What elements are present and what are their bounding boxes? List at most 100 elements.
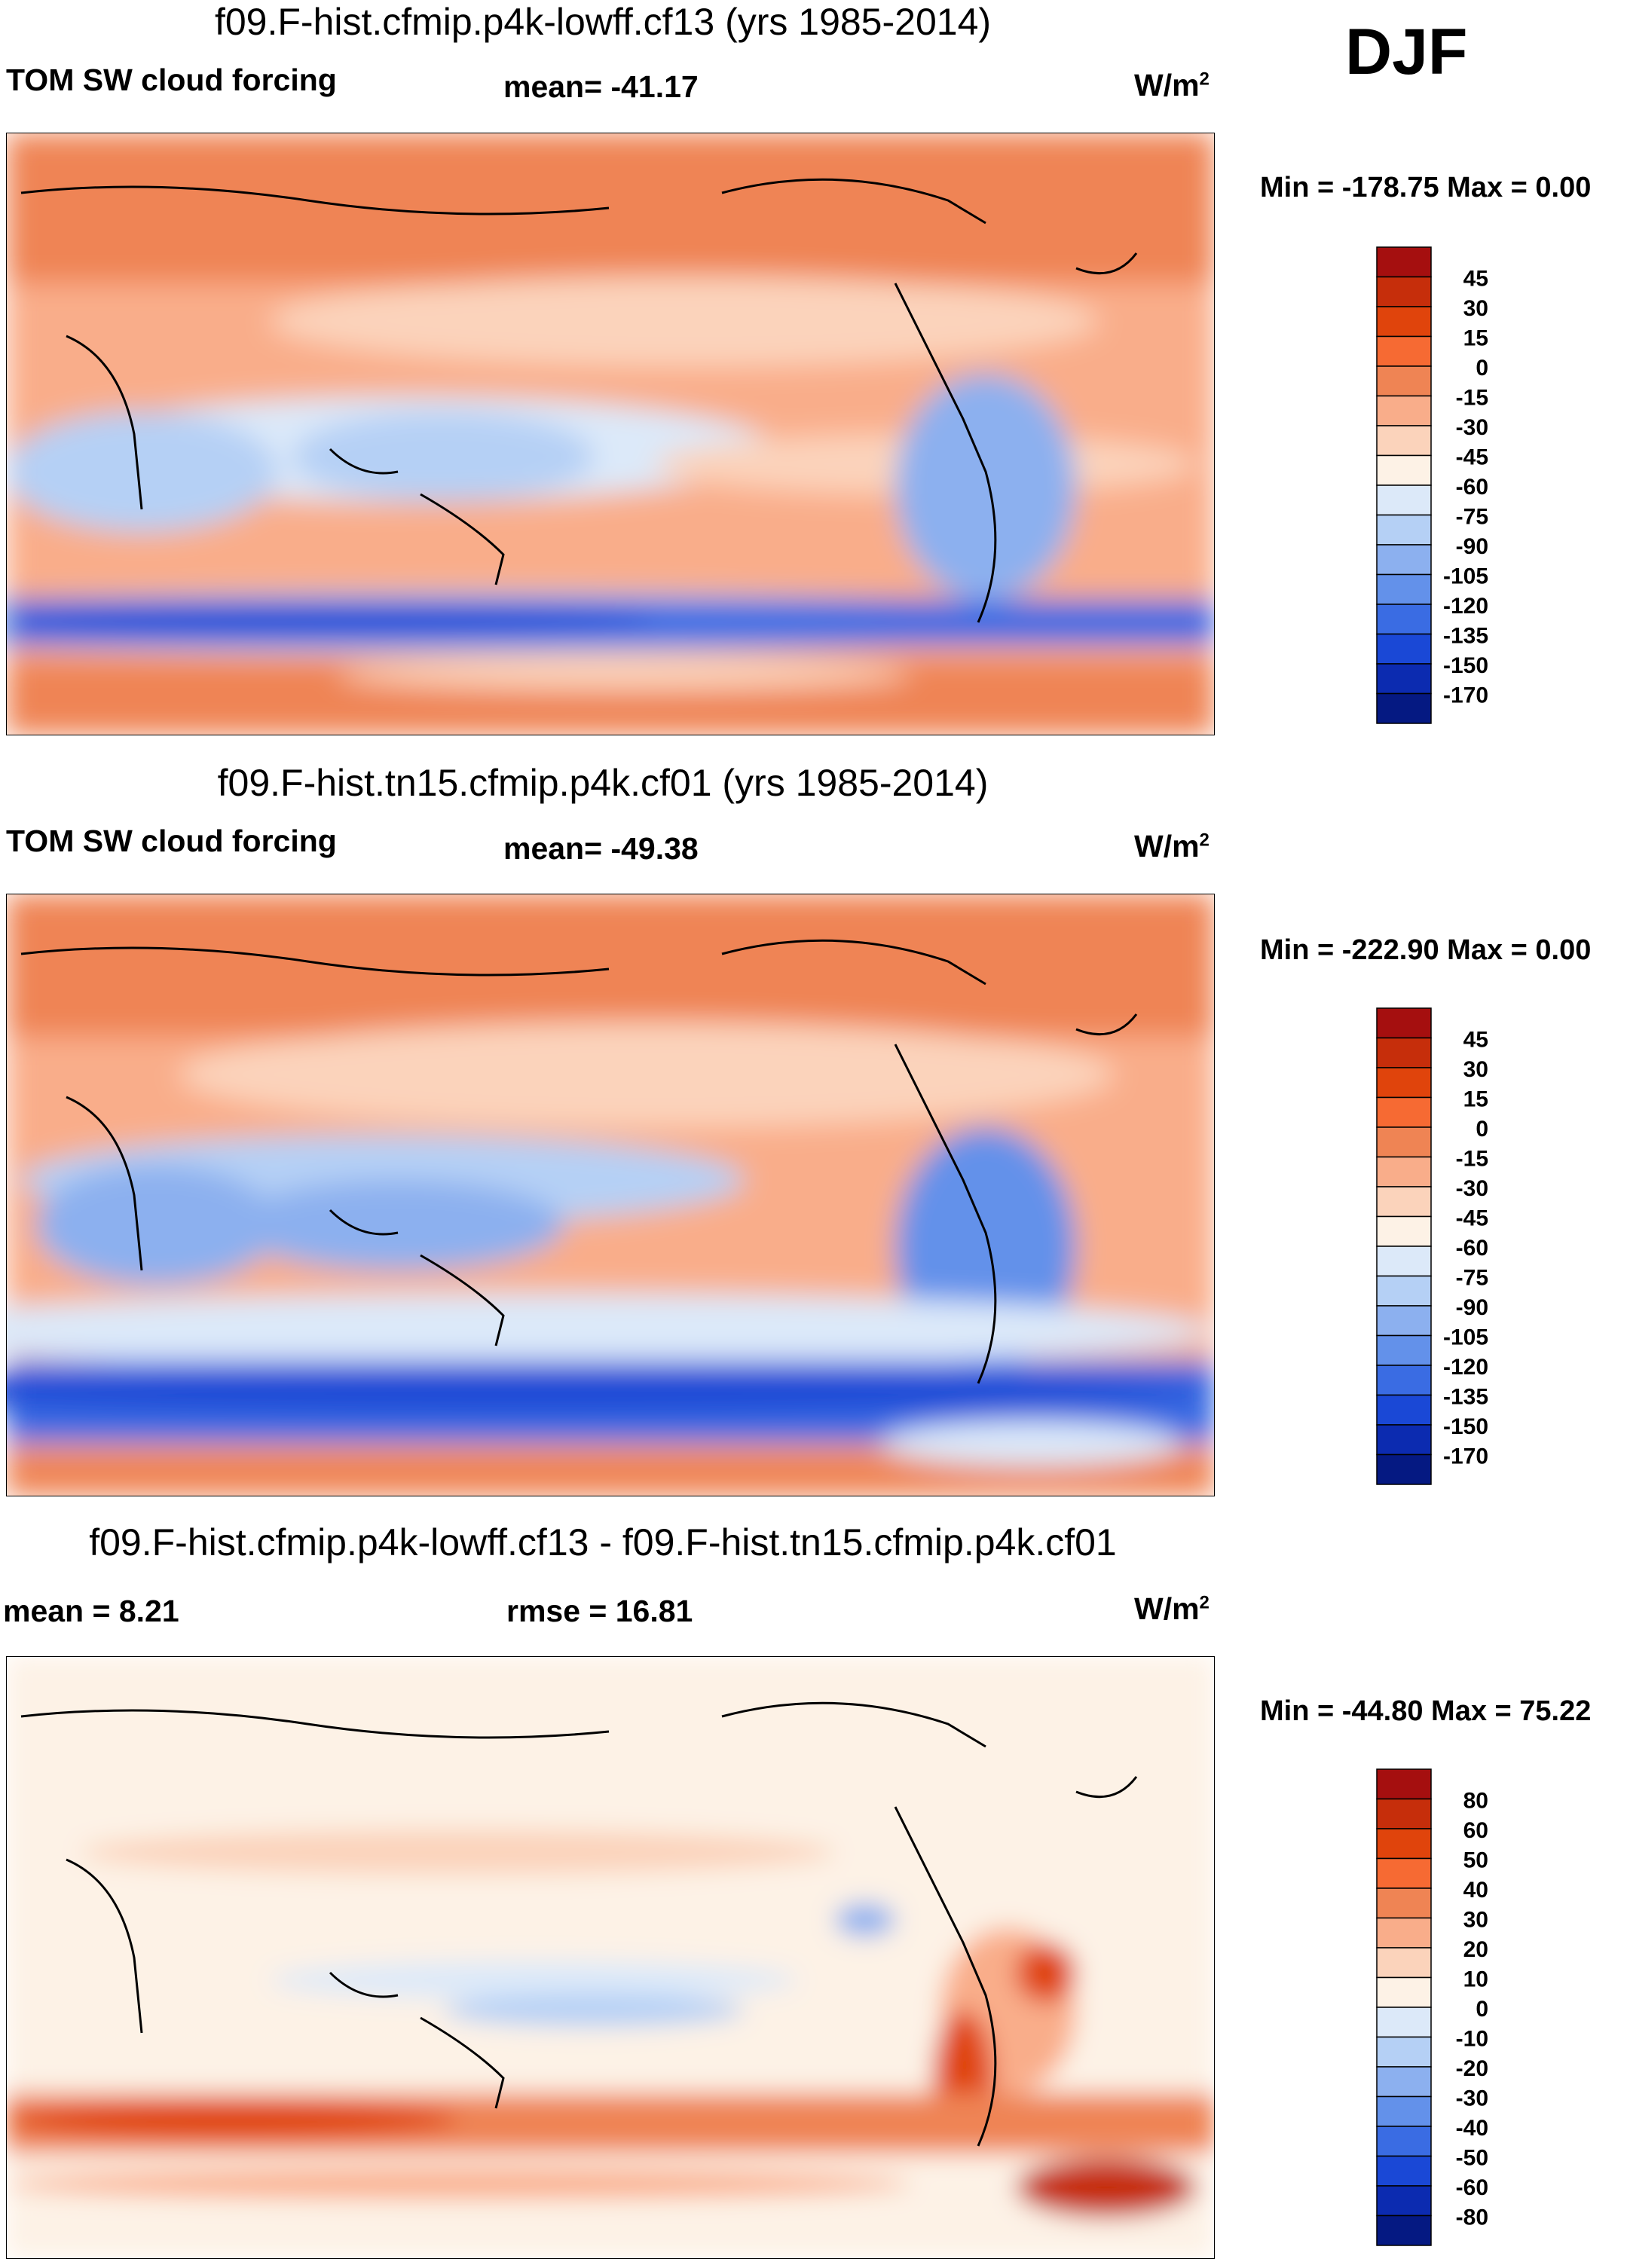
colorbar-1-swatch-15	[1376, 692, 1432, 724]
colorbar-3-label: 0	[1476, 1997, 1488, 2022]
colorbar-3-label: 30	[1463, 1908, 1488, 1933]
colorbar-2-swatch-5	[1376, 1156, 1432, 1187]
colorbar-3-label: -40	[1456, 2116, 1488, 2141]
colorbar-2-swatch-2	[1376, 1067, 1432, 1099]
colorbar-3-swatch-14	[1376, 2185, 1432, 2217]
colorbar-3-swatch-3	[1376, 1857, 1432, 1889]
colorbar-1-label: -150	[1443, 653, 1488, 678]
season-label: DJF	[1345, 16, 1468, 88]
colorbar-1-label: -170	[1443, 683, 1488, 708]
colorbar-3-swatch-5	[1376, 1917, 1432, 1949]
colorbar-3-label: 20	[1463, 1937, 1488, 1962]
colorbar-2-label: -30	[1456, 1176, 1488, 1201]
colorbar-3-swatch-12	[1376, 2126, 1432, 2157]
colorbar-1-label: -105	[1443, 564, 1488, 589]
colorbar-3-swatch-6	[1376, 1947, 1432, 1979]
colorbar-1-swatch-7	[1376, 454, 1432, 486]
panel-1-title: f09.F-hist.cfmip.p4k-lowff.cf13 (yrs 198…	[214, 1, 992, 43]
colorbar-3-swatch-13	[1376, 2155, 1432, 2187]
colorbar-3-swatch-0	[1376, 1768, 1432, 1800]
colorbar-3-swatch-15	[1376, 2215, 1432, 2246]
colorbar-2-label: -135	[1443, 1385, 1488, 1410]
colorbar-3-label: 40	[1463, 1878, 1488, 1903]
panel-2-colorbar: 45 30 15 0 -15 -30 -45 -60 -75 -90 -105 -120 -135 -15…	[1376, 1007, 1488, 1485]
panel-3-minmax: Min = -44.80 Max = 75.22	[1260, 1695, 1592, 1727]
colorbar-1-label: 30	[1463, 296, 1488, 321]
colorbar-3-swatch-11	[1376, 2095, 1432, 2127]
colorbar-2-swatch-8	[1376, 1246, 1432, 1277]
colorbar-1-swatch-4	[1376, 365, 1432, 397]
colorbar-3-label: -30	[1456, 2086, 1488, 2111]
colorbar-1-swatch-12	[1376, 604, 1432, 635]
colorbar-1-label: 0	[1476, 356, 1488, 381]
colorbar-2-swatch-7	[1376, 1215, 1432, 1247]
colorbar-1-swatch-8	[1376, 484, 1432, 516]
panel-1-colorbar: 45 30 15 0 -15 -30 -45 -60 -75 -90 -105 -120 -135 -15…	[1376, 246, 1488, 724]
colorbar-2-label: -90	[1456, 1295, 1488, 1320]
colorbar-1-label: -45	[1456, 445, 1488, 470]
panel-3-title: f09.F-hist.cfmip.p4k-lowff.cf13 - f09.F-…	[89, 1521, 1117, 1563]
panel-3-map	[6, 1656, 1215, 2259]
colorbar-1-swatch-3	[1376, 335, 1432, 367]
colorbar-1-label: -120	[1443, 594, 1488, 619]
panel-3-rmse: rmse = 16.81	[506, 1594, 693, 1628]
panel-2-minmax: Min = -222.90 Max = 0.00	[1260, 934, 1592, 966]
colorbar-2-swatch-4	[1376, 1126, 1432, 1158]
colorbar-2-swatch-13	[1376, 1394, 1432, 1426]
colorbar-3-label: -10	[1456, 2027, 1488, 2052]
panel-1-mean: mean= -41.17	[503, 69, 699, 104]
colorbar-2-swatch-9	[1376, 1275, 1432, 1307]
colorbar-1-swatch-0	[1376, 246, 1432, 278]
colorbar-2-swatch-12	[1376, 1365, 1432, 1396]
panel-1-units: W/m2	[1134, 68, 1210, 102]
colorbar-3-swatch-9	[1376, 2036, 1432, 2068]
colorbar-2-label: 30	[1463, 1057, 1488, 1082]
panel-2-title: f09.F-hist.tn15.cfmip.p4k.cf01 (yrs 1985…	[217, 762, 989, 804]
panel-2-units: W/m2	[1134, 829, 1210, 863]
colorbar-2-swatch-14	[1376, 1424, 1432, 1456]
colorbar-1-swatch-1	[1376, 276, 1432, 307]
colorbar-3-swatch-10	[1376, 2066, 1432, 2098]
colorbar-3-label: -20	[1456, 2056, 1488, 2081]
panel-1-minmax: Min = -178.75 Max = 0.00	[1260, 172, 1592, 203]
panel-1-variable: TOM SW cloud forcing	[6, 63, 337, 97]
colorbar-3-swatch-7	[1376, 1976, 1432, 2008]
colorbar-3-swatch-4	[1376, 1887, 1432, 1919]
colorbar-2-swatch-0	[1376, 1007, 1432, 1039]
colorbar-2-label: 0	[1476, 1117, 1488, 1142]
colorbar-3-label: -60	[1456, 2175, 1488, 2200]
colorbar-2-swatch-11	[1376, 1334, 1432, 1366]
colorbar-1-label: -90	[1456, 534, 1488, 559]
colorbar-2-swatch-6	[1376, 1186, 1432, 1218]
colorbar-2-swatch-15	[1376, 1453, 1432, 1485]
colorbar-2-label: -105	[1443, 1325, 1488, 1350]
colorbar-1-swatch-11	[1376, 573, 1432, 605]
colorbar-3-swatch-2	[1376, 1828, 1432, 1860]
panel-2-mean: mean= -49.38	[503, 831, 699, 866]
colorbar-3-label: 10	[1463, 1967, 1488, 1992]
colorbar-1-label: 15	[1463, 326, 1488, 351]
colorbar-3-swatch-1	[1376, 1798, 1432, 1829]
colorbar-2-swatch-3	[1376, 1096, 1432, 1128]
colorbar-1-swatch-13	[1376, 633, 1432, 665]
colorbar-2-label: -75	[1456, 1266, 1488, 1291]
colorbar-1-label: 45	[1463, 267, 1488, 292]
colorbar-1-label: -15	[1456, 386, 1488, 411]
colorbar-2-swatch-1	[1376, 1037, 1432, 1068]
colorbar-1-swatch-5	[1376, 395, 1432, 426]
panel-2-variable: TOM SW cloud forcing	[6, 824, 337, 858]
colorbar-2-label: -150	[1443, 1414, 1488, 1439]
colorbar-1-label: -75	[1456, 505, 1488, 530]
colorbar-1-swatch-2	[1376, 306, 1432, 338]
colorbar-1-swatch-6	[1376, 425, 1432, 457]
colorbar-2-label: 45	[1463, 1028, 1488, 1053]
colorbar-2-label: -60	[1456, 1236, 1488, 1261]
colorbar-3-label: -80	[1456, 2205, 1488, 2230]
panel-1-map	[6, 133, 1215, 735]
colorbar-2-swatch-10	[1376, 1305, 1432, 1337]
colorbar-1-swatch-10	[1376, 544, 1432, 576]
panel-3-units: W/m2	[1134, 1591, 1210, 1626]
colorbar-2-label: -120	[1443, 1355, 1488, 1380]
colorbar-2-label: -170	[1443, 1444, 1488, 1469]
colorbar-3-label: -50	[1456, 2146, 1488, 2171]
